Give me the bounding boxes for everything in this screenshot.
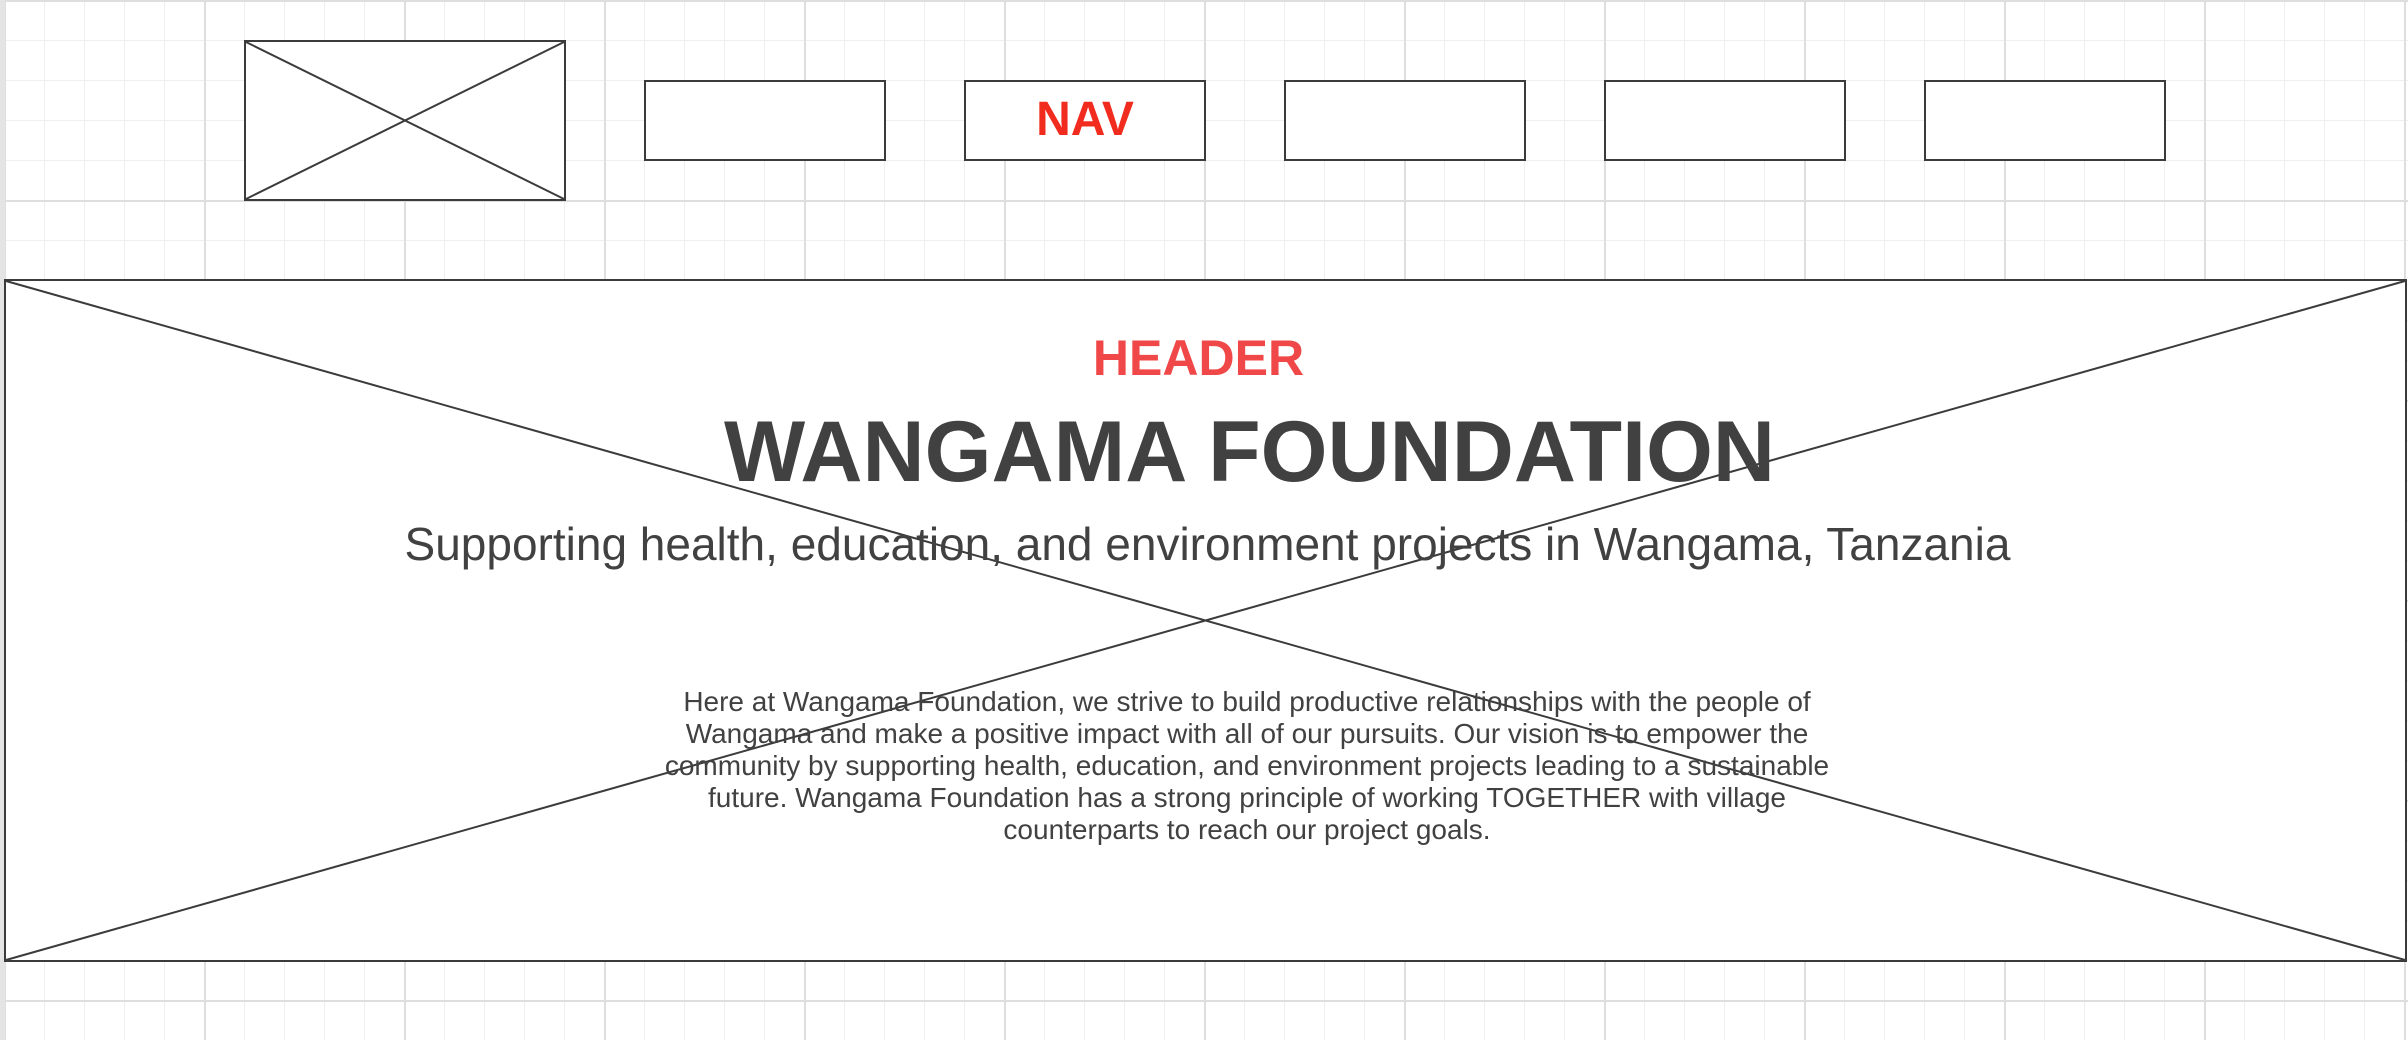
page-title: WANGAMA FOUNDATION xyxy=(724,404,1775,500)
nav-item-5[interactable] xyxy=(1924,80,2166,161)
logo-placeholder[interactable] xyxy=(244,40,566,201)
nav-item-1[interactable] xyxy=(644,80,886,161)
image-placeholder-icon xyxy=(5,280,2406,961)
nav-item-3[interactable] xyxy=(1284,80,1526,161)
page-tagline: Supporting health, education, and enviro… xyxy=(404,518,2011,570)
image-placeholder-icon xyxy=(245,41,565,200)
intro-paragraph: Here at Wangama Foundation, we strive to… xyxy=(664,686,1830,845)
nav-item-2[interactable]: NAV xyxy=(964,80,1206,161)
canvas-edge xyxy=(0,0,5,1040)
hero-banner: HEADER WANGAMA FOUNDATION Supporting hea… xyxy=(4,279,2407,962)
nav-item-4[interactable] xyxy=(1604,80,1846,161)
header-annotation: HEADER xyxy=(1092,330,1305,386)
nav-item-label: NAV xyxy=(1036,92,1134,146)
